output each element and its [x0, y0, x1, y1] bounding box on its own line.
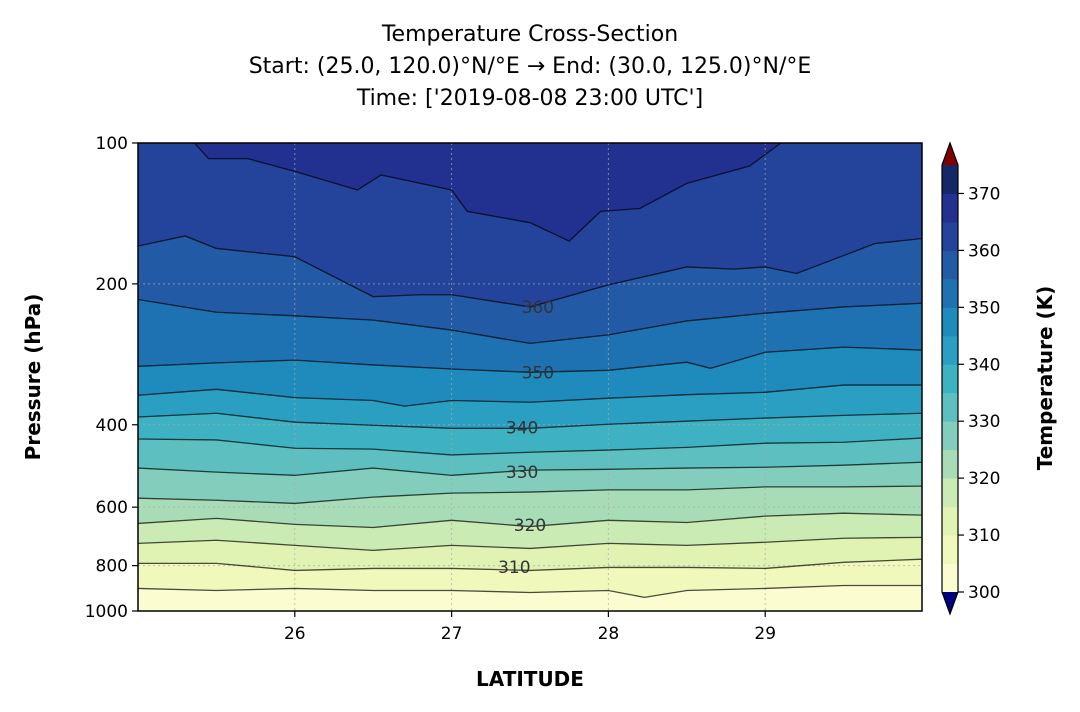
contour-line-340 [138, 412, 922, 429]
contour-line-365 [193, 143, 782, 242]
contour-band-360 [138, 143, 922, 307]
y-tick-label: 800 [96, 557, 128, 577]
y-tick-label: 1000 [85, 602, 128, 622]
contour-label-350: 350 [522, 363, 554, 383]
x-axis-label: LATITUDE [476, 667, 584, 691]
colorbar-segment-335 [942, 364, 958, 394]
contour-line-305 [138, 584, 922, 598]
colorbar-segment-345 [942, 307, 958, 337]
colorbar-tick-label: 360 [968, 241, 1000, 261]
chart-title-line-2: Start: (25.0, 120.0)°N/°E → End: (30.0, … [249, 54, 812, 79]
colorbar-segment-350 [942, 278, 958, 308]
colorbar-segment-325 [942, 421, 958, 451]
chart-title-line-1: Temperature Cross-Section [381, 22, 678, 47]
x-axis: 26 27 28 29 [284, 611, 776, 644]
y-tick-label: 600 [96, 498, 128, 518]
colorbar-segment-370 [942, 165, 958, 194]
colorbar-tick-label: 330 [968, 412, 1000, 432]
contour-line-315 [138, 536, 922, 552]
colorbar-tick-label: 320 [968, 469, 1000, 489]
colorbar-segment-360 [942, 221, 958, 251]
colorbar-segment-340 [942, 335, 958, 365]
contour-line-320 [138, 512, 922, 529]
contour-line-360 [138, 235, 922, 308]
contour-line-345 [138, 384, 922, 407]
contour-label-330: 330 [506, 463, 538, 483]
colorbar-tick-label: 310 [968, 526, 1000, 546]
colorbar: 300 310 320 330 340 350 360 370 [941, 141, 1000, 616]
colorbar-tick-label: 300 [968, 583, 1000, 603]
colorbar-tick-label: 370 [968, 184, 1000, 204]
colorbar-extend-over [942, 143, 958, 165]
colorbar-label: Temperature (K) [1033, 286, 1057, 471]
y-tick-label: 400 [96, 416, 128, 436]
colorbar-segment-365 [942, 193, 958, 223]
colorbar-segment-300 [942, 563, 958, 593]
y-tick-label: 200 [96, 275, 128, 295]
colorbar-segment-320 [942, 449, 958, 479]
colorbar-outline [941, 141, 959, 616]
y-tick-label: 100 [96, 134, 128, 154]
colorbar-segment-315 [942, 478, 958, 508]
contour-label-320: 320 [514, 516, 546, 536]
contour-labels: 310 320 330 340 350 360 [498, 298, 554, 578]
contour-label-340: 340 [506, 418, 538, 438]
contour-line-335 [138, 437, 922, 456]
contour-line-325 [138, 485, 922, 505]
contour-line-350 [138, 346, 922, 373]
contour-band-365 [194, 143, 781, 242]
colorbar-segment-310 [942, 506, 958, 536]
contour-label-360: 360 [522, 298, 554, 318]
y-axis: 100 200 400 600 800 1000 [85, 134, 138, 622]
colorbar-tick-label: 340 [968, 355, 1000, 375]
contour-label-310: 310 [498, 558, 530, 578]
x-tick-label: 27 [441, 624, 463, 644]
colorbar-segment-305 [942, 535, 958, 565]
contour-lines [138, 143, 922, 598]
x-tick-label: 28 [598, 624, 620, 644]
contour-line-310 [138, 558, 922, 572]
filled-contours [138, 143, 922, 611]
contour-line-355 [138, 298, 922, 345]
x-tick-label: 26 [284, 624, 306, 644]
chart-title-line-3: Time: ['2019-08-08 23:00 UTC'] [356, 86, 703, 111]
colorbar-extend-under [942, 592, 958, 614]
contour-line-330 [138, 461, 922, 476]
colorbar-segment-330 [942, 392, 958, 422]
plot-frame [137, 142, 923, 612]
colorbar-tick-label: 350 [968, 298, 1000, 318]
colorbar-segment-355 [942, 250, 958, 280]
y-axis-label: Pressure (hPa) [21, 294, 45, 461]
x-tick-label: 29 [754, 624, 776, 644]
